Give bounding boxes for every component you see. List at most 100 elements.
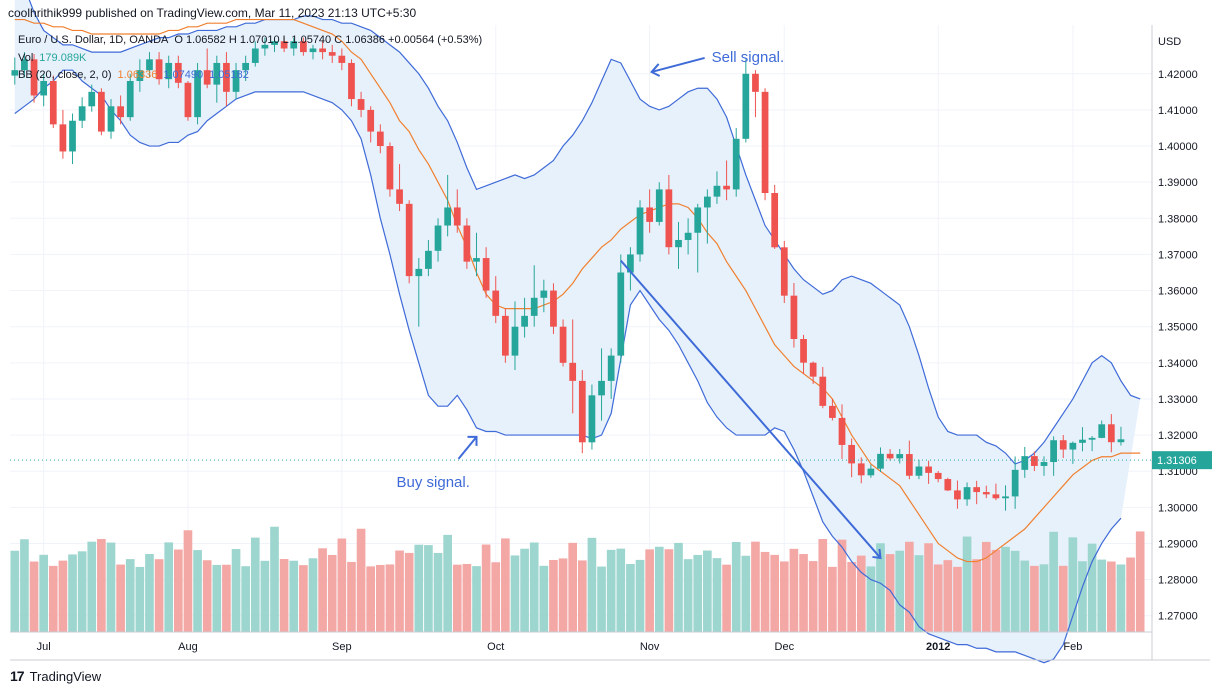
sell-signal-label: Sell signal. xyxy=(712,49,785,66)
bb-legend[interactable]: BB (20, close, 2, 0) 1.06336 1.07490 1.0518… xyxy=(18,69,249,81)
candle-body xyxy=(588,395,596,443)
volume-value: 179.089K xyxy=(39,52,87,64)
candle-body xyxy=(780,247,788,296)
volume-bar xyxy=(1068,537,1078,632)
candle-body xyxy=(146,59,153,71)
candle-body xyxy=(59,124,67,152)
volume-bar xyxy=(289,560,299,632)
volume-bar xyxy=(212,564,222,632)
volume-bar xyxy=(760,551,770,632)
volume-bar xyxy=(481,544,491,632)
candle-body xyxy=(300,41,307,53)
candle-body xyxy=(732,138,740,190)
x-tick-label: Oct xyxy=(487,641,504,653)
candle-body xyxy=(1002,496,1009,499)
last-price-label: 1.31306 xyxy=(1157,455,1197,467)
volume-bar xyxy=(943,560,953,632)
candle-body xyxy=(896,454,904,459)
x-tick-label: 2012 xyxy=(926,641,950,653)
volume-bar xyxy=(327,554,337,632)
volume-bar xyxy=(462,563,472,632)
y-tick-label: 1.28000 xyxy=(1158,575,1198,587)
candle-body xyxy=(877,453,884,469)
candle-body xyxy=(98,91,105,132)
volume-bar xyxy=(404,552,414,632)
candle-body xyxy=(723,185,730,190)
symbol-legend[interactable]: Euro / U.S. Dollar, 1D, OANDA O 1.06582 H… xyxy=(18,34,482,46)
candle-body xyxy=(694,207,702,233)
volume-bar xyxy=(231,549,241,632)
volume-bar xyxy=(183,530,193,632)
bb-basis-value: 1.06336 xyxy=(117,69,158,81)
volume-bar xyxy=(808,561,818,632)
volume-bar xyxy=(125,559,135,632)
volume-bar xyxy=(779,561,789,632)
candle-body xyxy=(425,250,432,269)
candle-body xyxy=(540,290,548,298)
candle-body xyxy=(800,339,807,363)
candle-body xyxy=(492,290,500,316)
candle-body xyxy=(646,207,654,222)
y-tick-label: 1.41000 xyxy=(1158,105,1198,117)
buy-signal-arrowhead xyxy=(467,435,478,446)
volume-bar xyxy=(933,564,943,632)
last-price-badge xyxy=(1152,451,1212,470)
volume-bar xyxy=(347,561,356,632)
candle-body xyxy=(982,492,990,495)
candle-body xyxy=(1107,424,1115,443)
volume-bar xyxy=(97,538,106,632)
candle-body xyxy=(309,48,317,53)
candle-body xyxy=(232,70,240,92)
x-tick-label: Feb xyxy=(1063,641,1082,653)
volume-bar xyxy=(1135,531,1145,632)
candle-body xyxy=(675,239,682,248)
volume-bar xyxy=(1097,559,1107,632)
volume-bar xyxy=(962,536,972,632)
volume-bar xyxy=(356,528,366,632)
candle-body xyxy=(194,70,201,118)
volume-bar xyxy=(1126,557,1135,632)
volume-bar xyxy=(597,566,606,632)
sell-signal-arrowhead xyxy=(650,63,661,77)
candle-body xyxy=(126,81,134,118)
tradingview-footer[interactable]: 17 TradingView xyxy=(10,668,101,684)
volume-bar xyxy=(77,551,87,632)
volume-bar xyxy=(587,537,597,632)
candle-body xyxy=(1021,456,1029,470)
volume-legend[interactable]: Vol 179.089K xyxy=(18,52,86,64)
y-tick-label: 1.37000 xyxy=(1158,249,1198,261)
candle-body xyxy=(809,362,817,377)
candle-body xyxy=(886,453,894,459)
volume-bar xyxy=(856,555,866,632)
volume-bar xyxy=(770,554,780,632)
volume-bar xyxy=(87,541,97,632)
volume-bar xyxy=(539,565,549,632)
ohlc-values: O 1.06582 H 1.07010 L 1.05740 C 1.06386 … xyxy=(174,34,483,46)
volume-bar xyxy=(270,526,279,632)
candle-body xyxy=(155,59,163,80)
volume-bar xyxy=(616,548,626,632)
y-tick-label: 1.35000 xyxy=(1158,322,1198,334)
candle-body xyxy=(444,207,452,226)
volume-bar xyxy=(510,555,520,632)
candle-body xyxy=(511,326,519,356)
candle-body xyxy=(1050,440,1057,463)
volume-bar xyxy=(1107,561,1116,632)
buy-signal-label: Buy signal. xyxy=(397,474,470,491)
candle-body xyxy=(213,62,221,85)
candle-body xyxy=(405,203,413,277)
y-tick-label: 1.29000 xyxy=(1158,538,1198,550)
candle-body xyxy=(357,99,365,110)
candle-body xyxy=(21,59,28,71)
candle-body xyxy=(280,41,288,49)
volume-bar xyxy=(164,542,174,632)
candle-body xyxy=(107,106,115,132)
candle-body xyxy=(963,487,971,500)
y-tick-label: 1.36000 xyxy=(1158,286,1198,298)
volume-bar xyxy=(635,559,645,632)
candle-body xyxy=(1117,439,1125,443)
volume-bar xyxy=(1078,561,1087,632)
bb-basis-line xyxy=(14,18,1141,563)
candle-body xyxy=(829,405,836,418)
